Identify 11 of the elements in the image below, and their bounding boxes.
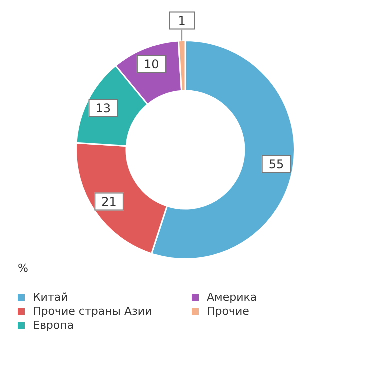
data-label: 55 (268, 158, 284, 172)
legend-label: Китай (33, 291, 68, 304)
legend-label: Америка (207, 291, 258, 304)
data-label: 1 (178, 14, 186, 28)
legend-title: % (18, 262, 28, 275)
data-label: 10 (144, 57, 160, 72)
data-label: 21 (102, 194, 117, 209)
legend-label: Европа (33, 319, 74, 332)
data-label: 13 (96, 101, 112, 116)
legend-label: Прочие страны Азии (33, 305, 152, 318)
legend-label: Прочие (207, 305, 250, 318)
